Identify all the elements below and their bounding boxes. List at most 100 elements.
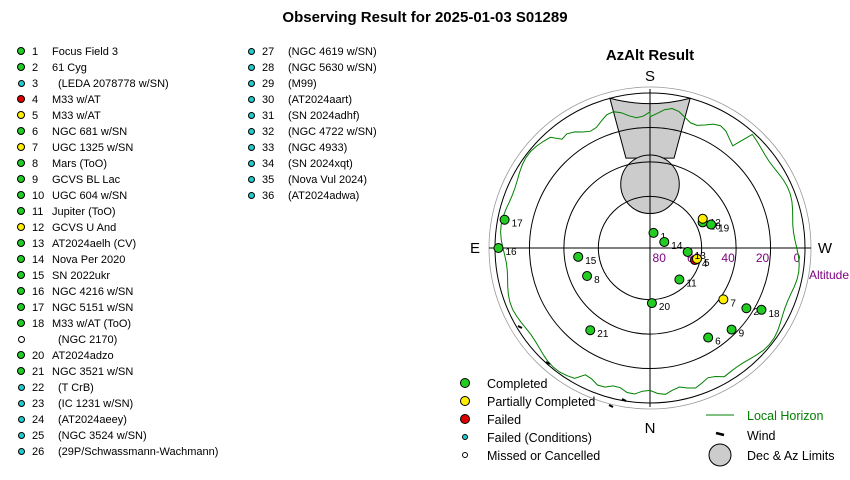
direction-n: N	[645, 420, 656, 437]
wind-mark	[545, 361, 551, 365]
target-name: (NGC 4619 w/SN)	[288, 46, 377, 58]
status-dot	[17, 255, 25, 263]
legend-swatch-failed_conditions	[462, 434, 468, 440]
target-name: (T CrB)	[58, 382, 94, 394]
target-point-11	[674, 274, 685, 285]
target-point-label: 2	[753, 307, 759, 318]
status-dot	[17, 95, 25, 103]
target-name: (NGC 4933)	[288, 142, 348, 154]
target-point-5	[691, 253, 702, 264]
legend-label: Partially Completed	[487, 395, 595, 409]
target-point-label: 8	[594, 275, 600, 286]
status-dot	[17, 175, 25, 183]
target-number: 16	[32, 286, 45, 298]
status-dot	[17, 239, 25, 247]
status-dot	[248, 48, 255, 55]
legend-label: Completed	[487, 377, 547, 391]
target-point-9	[726, 324, 737, 335]
target-point-label: 14	[671, 241, 683, 252]
target-point-2	[741, 303, 752, 314]
target-point-18	[756, 304, 767, 315]
target-number: 15	[32, 270, 45, 282]
target-point-label: 18	[768, 309, 780, 320]
target-name: (NGC 3524 w/SN)	[58, 430, 147, 442]
target-name: Jupiter (ToO)	[52, 206, 116, 218]
status-dot	[18, 80, 25, 87]
target-number: 7	[32, 142, 39, 154]
status-dot	[17, 191, 25, 199]
status-dot	[18, 384, 25, 391]
target-name: (SN 2024xqt)	[288, 158, 353, 170]
status-dot	[17, 303, 25, 311]
altitude-axis-label: Altitude	[809, 268, 849, 282]
target-number: 17	[32, 302, 45, 314]
target-name: Focus Field 3	[52, 46, 119, 58]
status-dot	[248, 160, 255, 167]
target-number: 36	[262, 190, 275, 202]
target-point-label: 21	[597, 329, 609, 340]
target-name: (AT2024adwa)	[288, 190, 360, 202]
target-point-6	[703, 332, 714, 343]
target-name: GCVS U And	[52, 222, 117, 234]
target-point-label: 13	[695, 251, 707, 262]
target-point-label: 16	[505, 247, 517, 258]
target-number: 18	[32, 318, 45, 330]
target-name: NGC 681 w/SN	[52, 126, 128, 138]
target-point-label: 5	[704, 258, 710, 269]
target-point-17	[499, 214, 510, 225]
target-number: 6	[32, 126, 39, 138]
target-name: (NGC 5630 w/SN)	[288, 62, 377, 74]
status-dot	[17, 223, 25, 231]
target-name: GCVS BL Lac	[52, 174, 121, 186]
status-dot	[18, 416, 25, 423]
target-name: M33 w/AT	[52, 110, 101, 122]
target-number: 10	[32, 190, 45, 202]
target-name: Mars (ToO)	[52, 158, 107, 170]
target-name: (Nova Vul 2024)	[288, 174, 368, 186]
target-point-label: 6	[715, 337, 721, 348]
target-number: 8	[32, 158, 39, 170]
target-number: 14	[32, 254, 45, 266]
target-number: 12	[32, 222, 45, 234]
target-point-label: 19	[718, 224, 730, 235]
target-point-label: 20	[659, 302, 671, 313]
target-name: UGC 604 w/SN	[52, 190, 128, 202]
target-name: SN 2022ukr	[52, 270, 111, 282]
status-dot	[248, 192, 255, 199]
target-point-label: 15	[585, 256, 597, 267]
target-name: NGC 4216 w/SN	[52, 286, 134, 298]
target-number: 25	[32, 430, 45, 442]
target-number: 30	[262, 94, 275, 106]
legend-label: Wind	[747, 429, 776, 443]
target-name: M33 w/AT	[52, 94, 101, 106]
wind-mark	[517, 325, 523, 329]
target-point-label: 7	[730, 298, 736, 309]
direction-s: S	[645, 68, 655, 85]
target-number: 3	[32, 78, 39, 90]
status-dot	[248, 144, 255, 151]
altitude-tick-label: 40	[721, 251, 735, 265]
target-name: (NGC 4722 w/SN)	[288, 126, 377, 138]
legend-swatch-missed	[462, 452, 468, 458]
status-dot	[248, 128, 255, 135]
target-number: 26	[32, 446, 45, 458]
target-name: Nova Per 2020	[52, 254, 126, 266]
status-dot	[248, 64, 255, 71]
target-name: (AT2024aart)	[288, 94, 352, 106]
target-name: M33 w/AT (ToO)	[52, 318, 132, 330]
legend-label: Missed or Cancelled	[487, 449, 600, 463]
legend-label: Failed	[487, 413, 521, 427]
local-horizon-line	[500, 107, 800, 395]
legend-label: Failed (Conditions)	[487, 431, 592, 445]
target-number: 29	[262, 78, 275, 90]
target-name: NGC 3521 w/SN	[52, 366, 134, 378]
target-point-20	[646, 298, 657, 309]
status-dot	[248, 96, 255, 103]
target-point-15	[573, 251, 584, 262]
target-number: 33	[262, 142, 275, 154]
target-point-8	[582, 271, 593, 282]
target-name: NGC 5151 w/SN	[52, 302, 134, 314]
legend-swatch-failed	[460, 414, 470, 424]
target-name: AT2024adzo	[52, 350, 114, 362]
